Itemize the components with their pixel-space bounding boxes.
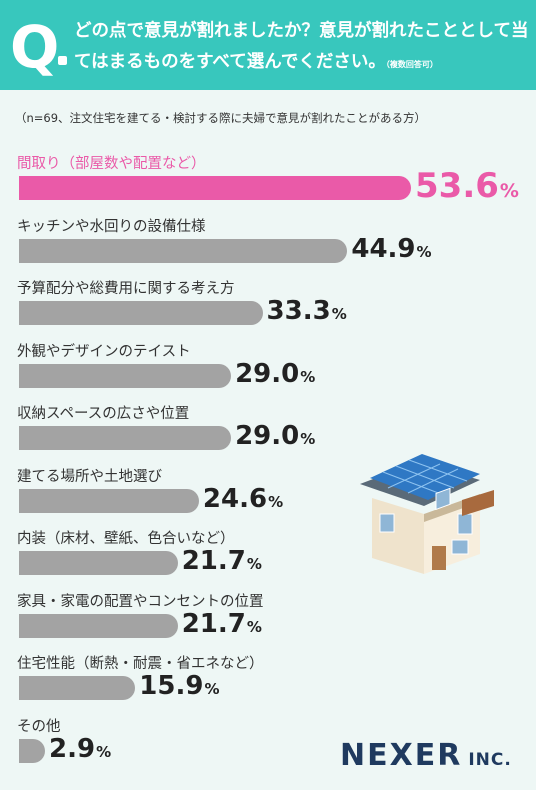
window-icon — [435, 487, 451, 511]
house-wall-left — [372, 498, 424, 574]
window-icon — [451, 539, 469, 555]
chart-subtitle: （n=69、注文住宅を建てる・検討する際に夫婦で意見が割れたことがある方） — [15, 111, 427, 125]
bar — [19, 613, 178, 638]
value-number: 15.9 — [139, 671, 204, 701]
value-number: 53.6 — [415, 166, 499, 206]
bar — [19, 551, 178, 575]
value-label: 2.9% — [49, 734, 111, 764]
value-label: 44.9% — [351, 234, 431, 264]
value-number: 29.0 — [235, 421, 300, 451]
value-label: 29.0% — [235, 359, 315, 389]
category-label: 住宅性能（断熱・耐震・省エネなど） — [17, 656, 264, 672]
value-number: 21.7 — [181, 546, 246, 576]
nexer-logo: NEXER INC. — [340, 738, 512, 773]
value-unit: % — [268, 492, 284, 511]
bar — [19, 738, 45, 763]
category-label: 収納スペースの広さや位置 — [17, 406, 190, 422]
value-unit: % — [499, 180, 519, 202]
balcony — [462, 490, 494, 516]
category-label: 予算配分や総費用に関する考え方 — [17, 281, 235, 297]
category-label: 間取り（部屋数や配置など） — [17, 156, 206, 172]
value-label: 29.0% — [235, 421, 315, 451]
question-note: （複数回答可） — [385, 60, 438, 69]
window-icon — [457, 513, 473, 535]
value-label: 24.6% — [203, 484, 283, 514]
logo-main: NEXER — [340, 738, 463, 773]
window-icon — [379, 513, 395, 533]
value-unit: % — [416, 242, 432, 261]
value-unit: % — [96, 742, 112, 761]
value-unit: % — [204, 680, 220, 698]
category-label: 内装（床材、壁紙、色合いなど） — [17, 531, 235, 547]
q-dot — [58, 56, 67, 65]
value-label: 21.7% — [182, 546, 262, 576]
logo-suffix: INC. — [468, 750, 512, 770]
question-main: どの点で意見が割れましたか？意見が割れたこととして当てはまるものをすべて選んでく… — [74, 21, 529, 72]
bar — [19, 676, 136, 700]
value-label: 33.3% — [267, 296, 347, 326]
bar — [19, 301, 263, 325]
category-label: 外観やデザインのテイスト — [17, 343, 191, 360]
door-icon — [432, 546, 446, 570]
q-letter: Q — [10, 13, 60, 81]
category-label: 家具・家電の配置やコンセントの位置 — [17, 593, 264, 610]
bar — [19, 363, 232, 388]
value-label: 53.6% — [415, 166, 519, 206]
value-unit: % — [331, 305, 347, 323]
house-illustration — [360, 454, 494, 574]
category-label: キッチンや水回りの設備仕様 — [17, 218, 206, 235]
value-number: 24.6 — [202, 483, 268, 514]
value-unit: % — [300, 367, 316, 386]
value-unit: % — [246, 555, 262, 573]
value-number: 2.9 — [49, 733, 96, 764]
question-header: Q どの点で意見が割れましたか？意見が割れたこととして当てはまるものをすべて選ん… — [0, 0, 536, 90]
bar — [19, 238, 348, 263]
bar — [19, 488, 199, 513]
value-number: 44.9 — [351, 233, 416, 264]
category-label: 建てる場所や土地選び — [17, 468, 162, 485]
question-text: どの点で意見が割れましたか？意見が割れたこととして当てはまるものをすべて選んでく… — [74, 16, 532, 80]
bar — [19, 176, 411, 200]
value-number: 21.7 — [181, 608, 246, 639]
value-label: 21.7% — [182, 609, 262, 639]
bar — [19, 426, 232, 450]
value-number: 33.3 — [266, 296, 331, 326]
q-badge: Q — [6, 12, 76, 82]
value-unit: % — [300, 430, 316, 448]
value-label: 15.9% — [139, 671, 219, 701]
value-unit: % — [246, 617, 262, 636]
value-number: 29.0 — [235, 358, 300, 389]
category-label: その他 — [17, 718, 61, 735]
